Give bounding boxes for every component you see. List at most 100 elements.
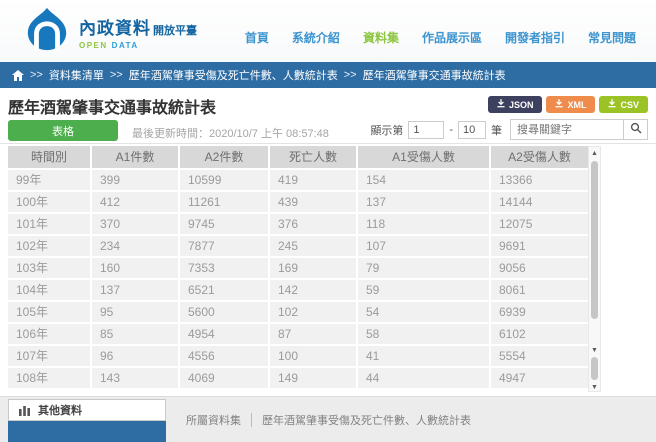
nav-item-developer-guide[interactable]: 開發者指引 [504,31,565,45]
column-header: A2受傷人數 [491,146,588,168]
dataset-info: 所屬資料集 歷年酒駕肇事受傷及死亡件數、人數統計表 [186,412,471,428]
table-cell: 4069 [180,368,268,388]
table-row: 100年 412 11261 439 137 14144 [8,192,588,212]
table-cell: 6102 [491,324,588,344]
table-row: 101年 370 9745 376 118 12075 [8,214,588,234]
table-cell: 99年 [8,170,90,190]
dataset-name-link[interactable]: 歷年酒駕肇事受傷及死亡件數、人數統計表 [262,415,471,427]
scrollbar-thumb[interactable] [591,161,598,319]
download-json-button[interactable]: JSON [487,96,543,113]
breadcrumb-parent-dataset[interactable]: 歷年酒駕肇事受傷及死亡件數、人數統計表 [128,70,338,82]
table-cell: 13366 [491,170,588,190]
table-header-row: 時間別 A1件數 A2件數 死亡人數 A1受傷人數 A2受傷人數 [8,146,588,168]
search-box [510,119,648,140]
nav-item-system-intro[interactable]: 系統介紹 [291,31,340,45]
column-header: 時間別 [8,146,90,168]
breadcrumb-current: 歷年酒駕肇事交通事故統計表 [362,70,506,82]
table-cell: 6521 [180,280,268,300]
table-cell: 59 [358,280,489,300]
scrollbar-down-arrow[interactable]: ▼ [591,347,598,354]
scrollbar-up-arrow[interactable]: ▲ [591,150,598,157]
other-data-tab-label: 其他資料 [38,405,82,417]
download-icon [608,99,617,110]
search-button[interactable] [624,119,648,140]
table-cell: 412 [92,192,178,212]
table-cell: 169 [270,258,356,278]
content-divider [0,143,656,144]
moi-logo-icon [24,6,70,57]
outer-scrollbar-thumb[interactable] [591,357,598,380]
table-cell: 96 [92,346,178,366]
breadcrumb-dataset-list[interactable]: 資料集清單 [48,70,104,82]
table-cell: 118 [358,214,489,234]
range-from-input[interactable] [408,120,445,139]
download-csv-button[interactable]: CSV [599,96,648,113]
range-prefix-label: 顯示第 [370,124,404,137]
table-cell: 10599 [180,170,268,190]
table-row: 105年 95 5600 102 54 6939 [8,302,588,322]
nav-item-datasets[interactable]: 資料集 [362,31,399,45]
data-table: 時間別 A1件數 A2件數 死亡人數 A1受傷人數 A2受傷人數 99年 399 10599 4… [8,146,601,392]
table-cell: 439 [270,192,356,212]
table-cell: 106年 [8,324,90,344]
table-cell: 102 [270,302,356,322]
table-cell: 100年 [8,192,90,212]
table-row: 104年 137 6521 142 59 8061 [8,280,588,300]
table-cell: 108年 [8,368,90,388]
table-cell: 79 [358,258,489,278]
table-cell: 95 [92,302,178,322]
home-icon[interactable] [12,69,24,81]
download-xml-label: XML [567,99,587,110]
table-view-tab[interactable]: 表格 [8,120,118,141]
search-input[interactable] [510,119,624,140]
nav-item-faq[interactable]: 常見問題 [587,31,636,45]
table-row: 102年 234 7877 245 107 9691 [8,236,588,256]
outer-scrollbar-down-arrow[interactable]: ▼ [591,384,598,391]
dataset-label: 所屬資料集 [186,415,241,427]
nav-item-home[interactable]: 首頁 [244,31,269,45]
breadcrumb: >> 資料集清單 >> 歷年酒駕肇事受傷及死亡件數、人數統計表 >> 歷年酒駕肇… [0,62,656,88]
table-cell: 102年 [8,236,90,256]
download-csv-label: CSV [620,99,639,110]
table-scrollbar[interactable]: ▲ ▼ ▼ [588,146,601,392]
table-row: 108年 143 4069 149 44 4947 [8,368,588,388]
other-data-tab[interactable]: 其他資料 [8,399,166,421]
table-cell: 142 [270,280,356,300]
page-title: 歷年酒駕肇事交通事故統計表 [8,100,217,117]
table-cell: 399 [92,170,178,190]
main-nav: 首頁 系統介紹 資料集 作品展示區 開發者指引 常見問題 [245,29,636,46]
site-logo[interactable]: 內政資料 開放平臺 OPEN DATA [24,6,197,57]
table-cell: 137 [358,192,489,212]
table-cell: 58 [358,324,489,344]
table-cell: 149 [270,368,356,388]
download-xml-button[interactable]: XML [546,96,596,113]
table-row: 99年 399 10599 419 154 13366 [8,170,588,190]
table-cell: 376 [270,214,356,234]
download-icon [497,99,505,110]
range-to-input[interactable] [458,120,486,139]
table-cell: 104年 [8,280,90,300]
table-cell: 105年 [8,302,90,322]
table-cell: 107年 [8,346,90,366]
bar-chart-icon [19,405,31,416]
table-cell: 107 [358,236,489,256]
column-header: A1件數 [92,146,178,168]
table-cell: 14144 [491,192,588,212]
table-cell: 137 [92,280,178,300]
footer: 其他資料 所屬資料集 歷年酒駕肇事受傷及死亡件數、人數統計表 [0,396,656,442]
table-cell: 100 [270,346,356,366]
nav-item-showcase[interactable]: 作品展示區 [421,31,482,45]
range-controls: 顯示第 - 筆 [370,119,648,140]
download-icon [555,99,564,110]
table-row: 103年 160 7353 169 79 9056 [8,258,588,278]
table-cell: 54 [358,302,489,322]
table-cell: 6939 [491,302,588,322]
column-header: 死亡人數 [270,146,356,168]
table-cell: 5600 [180,302,268,322]
breadcrumb-separator: >> [109,69,123,81]
logo-tagline-data: DATA [111,40,139,50]
table-content: 時間別 A1件數 A2件數 死亡人數 A1受傷人數 A2受傷人數 99年 399 10599 4… [8,146,588,388]
logo-tagline-open: OPEN [79,40,108,50]
table-cell: 9745 [180,214,268,234]
